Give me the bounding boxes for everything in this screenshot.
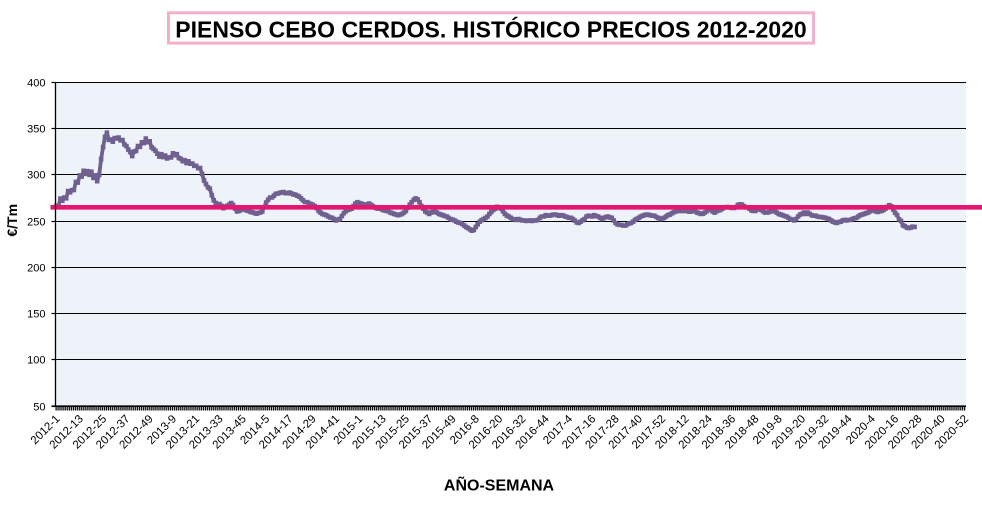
svg-text:300: 300 — [27, 170, 45, 182]
svg-text:350: 350 — [27, 124, 45, 136]
svg-text:400: 400 — [27, 78, 45, 90]
svg-text:AÑO-SEMANA: AÑO-SEMANA — [444, 475, 555, 495]
svg-text:100: 100 — [27, 355, 45, 367]
svg-text:200: 200 — [27, 263, 45, 275]
svg-text:150: 150 — [27, 309, 45, 321]
svg-text:PIENSO CEBO CERDOS. HISTÓRICO: PIENSO CEBO CERDOS. HISTÓRICO PRECIOS 20… — [175, 16, 806, 43]
svg-text:250: 250 — [27, 217, 45, 229]
svg-text:50: 50 — [33, 402, 45, 414]
svg-text:€/Tm: €/Tm — [4, 204, 20, 237]
